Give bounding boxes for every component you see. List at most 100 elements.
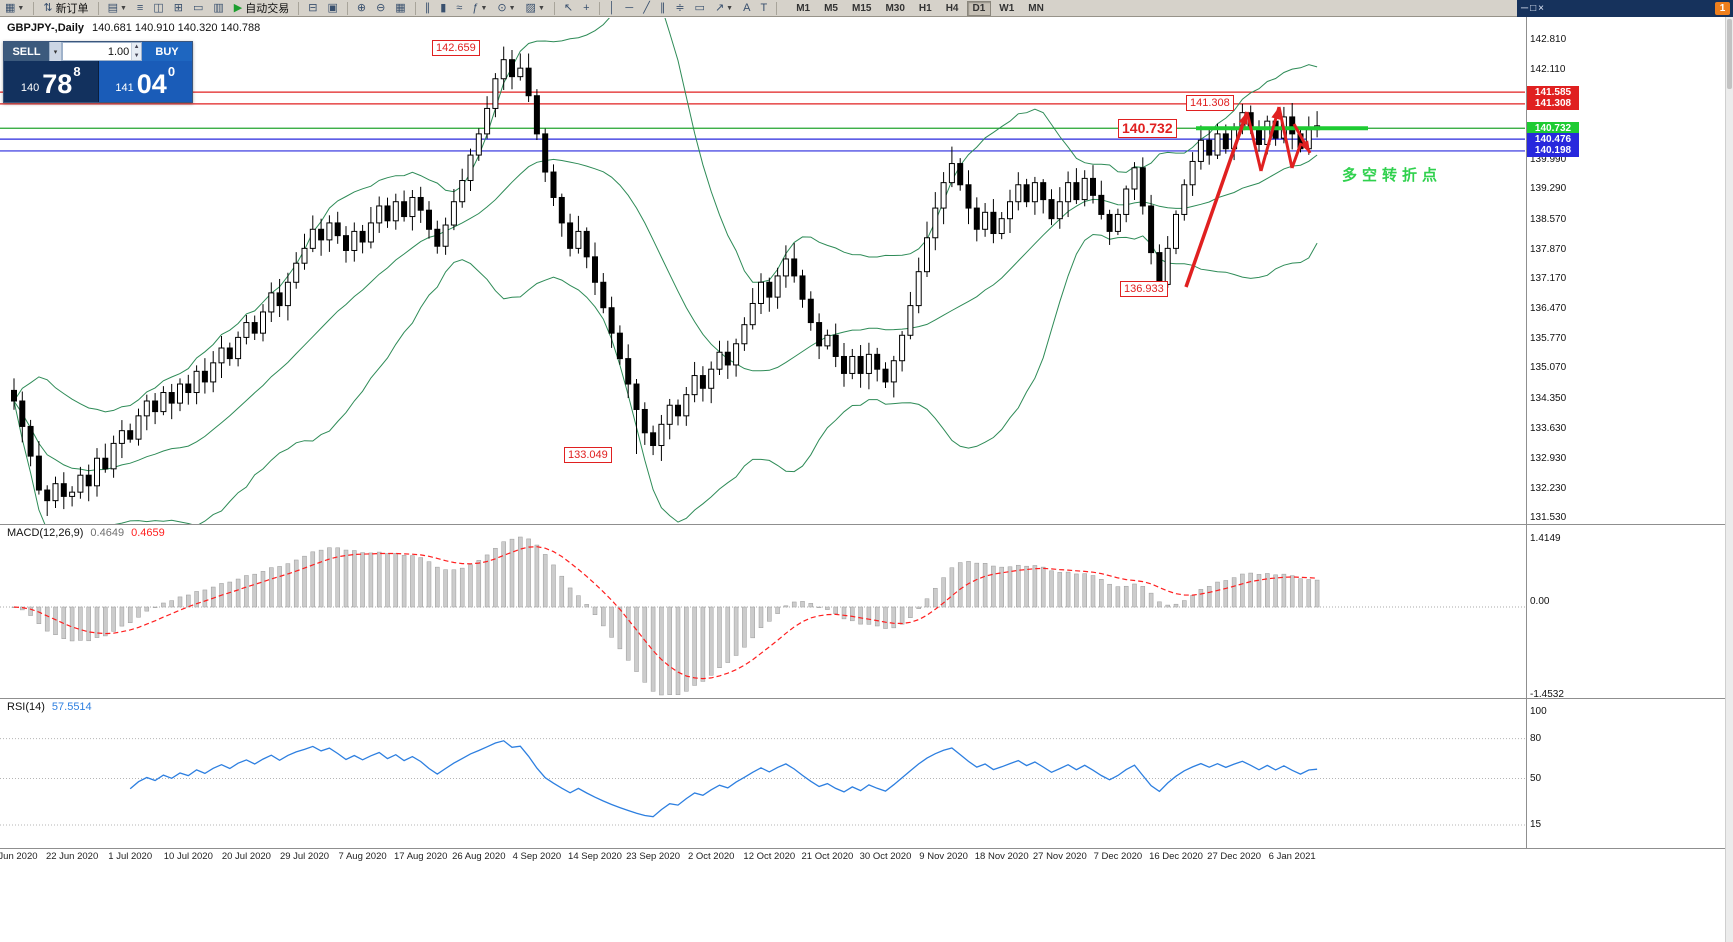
price-annotation[interactable]: 140.732 <box>1118 119 1177 138</box>
price-annotation[interactable]: 142.659 <box>432 40 480 56</box>
fibonacci-icon[interactable]: ≑ <box>671 1 688 16</box>
text-icon[interactable]: A <box>739 1 754 16</box>
terminal-icon: ▭ <box>192 1 204 14</box>
new-chart-icon: ▦ <box>5 1 16 14</box>
new-chart-icon[interactable]: ▦ ▼ <box>1 1 28 16</box>
candlestick-chart-icon[interactable]: ▮ <box>436 1 450 16</box>
price-tick: 137.170 <box>1530 273 1567 285</box>
volume-input[interactable] <box>63 43 132 60</box>
cascade-windows-icon[interactable]: ▣ <box>323 1 341 16</box>
shapes-icon[interactable]: ▭ <box>691 1 709 16</box>
price-level-tag[interactable]: 140.198 <box>1527 144 1579 158</box>
periods-icon[interactable]: ⊙ ▼ <box>493 1 519 16</box>
trendline-icon: ╱ <box>643 1 650 14</box>
date-tick: 27 Nov 2020 <box>1032 851 1087 862</box>
timeframe-h4[interactable]: H4 <box>945 2 959 14</box>
rsi-tick: 80 <box>1530 732 1542 744</box>
price-tick: 135.770 <box>1530 332 1567 344</box>
notification-badge[interactable]: 1 <box>1715 1 1730 15</box>
timeframe-m15[interactable]: M15 <box>852 2 872 14</box>
toolbar-separator <box>33 1 35 15</box>
vertical-line-icon[interactable]: │ <box>605 1 620 16</box>
symbol-label: GBPJPY-,Daily <box>7 22 85 34</box>
sell-button[interactable]: SELL <box>4 42 49 61</box>
rsi-value: 57.5514 <box>51 701 92 713</box>
date-tick: 2 Jun 2020 <box>0 851 38 862</box>
minimize-window-icon[interactable]: ─ <box>1521 2 1529 14</box>
timeframe-m30[interactable]: M30 <box>885 2 905 14</box>
macd-indicator-label: MACD(12,26,9) 0.4649 0.4659 <box>7 527 165 539</box>
bar-chart-icon[interactable]: ∥ <box>421 1 435 16</box>
date-tick: 16 Dec 2020 <box>1149 851 1203 862</box>
trendline-icon[interactable]: ╱ <box>639 1 654 16</box>
volume-up-icon[interactable]: ▲ <box>132 43 141 52</box>
horizontal-line-icon[interactable]: ─ <box>621 1 637 16</box>
dropdown-arrow-icon[interactable]: ▼ <box>537 4 545 12</box>
price-level-tag[interactable]: 141.585 <box>1527 85 1579 99</box>
timeframe-m5[interactable]: M5 <box>824 2 838 14</box>
price-level-tag[interactable]: 140.732 <box>1527 121 1579 135</box>
toolbar-separator <box>298 1 300 15</box>
bollinger-lower-band <box>13 233 1318 524</box>
dropdown-arrow-icon[interactable]: ▼ <box>508 4 516 12</box>
toolbar-separator <box>414 1 416 15</box>
rsi-tick: 50 <box>1530 772 1542 784</box>
dropdown-arrow-icon[interactable]: ▼ <box>17 4 25 12</box>
zoom-out-icon[interactable]: ⊖ <box>372 1 389 16</box>
volume-spinner[interactable]: ▲ ▼ <box>131 43 141 60</box>
scrollbar-thumb[interactable] <box>1727 19 1732 89</box>
date-tick: 23 Sep 2020 <box>626 851 681 862</box>
price-annotation[interactable]: 136.933 <box>1120 281 1168 297</box>
timeframe-w1[interactable]: W1 <box>999 2 1015 14</box>
dropdown-arrow-icon[interactable]: ▼ <box>119 4 127 12</box>
zoom-in-icon[interactable]: ⊕ <box>353 1 370 16</box>
price-level-tag[interactable]: 140.476 <box>1527 132 1579 146</box>
new-order-button[interactable]: ⇅ 新订单 <box>39 1 92 16</box>
profiles-icon[interactable]: ▤ ▼ <box>104 1 131 16</box>
line-chart-icon[interactable]: ≈ <box>452 1 466 16</box>
data-window-icon[interactable]: ◫ <box>149 1 167 16</box>
sell-price[interactable]: 140 78 8 <box>4 61 98 102</box>
timeframe-mn[interactable]: MN <box>1028 2 1044 14</box>
restore-window-icon[interactable]: □ <box>1530 2 1537 14</box>
buy-price-point: 0 <box>167 64 176 79</box>
strategy-tester-icon[interactable]: ▥ <box>209 1 227 16</box>
text-label-icon[interactable]: T <box>756 1 771 16</box>
timeframe-d1[interactable]: D1 <box>966 0 992 16</box>
templates-icon[interactable]: ▨ ▼ <box>522 1 549 16</box>
auto-trading-button[interactable]: ▶ 自动交易 <box>230 1 293 16</box>
arrows-icon[interactable]: ↗ ▼ <box>711 1 737 16</box>
dropdown-arrow-icon[interactable]: ▼ <box>726 4 734 12</box>
dropdown-arrow-icon[interactable]: ▼ <box>480 4 488 12</box>
terminal-icon[interactable]: ▭ <box>189 1 207 16</box>
tile-windows-icon[interactable]: ⊟ <box>304 1 321 16</box>
price-annotation[interactable]: 141.308 <box>1186 95 1234 111</box>
cursor-icon[interactable]: ↖ <box>560 1 577 16</box>
buy-button[interactable]: BUY <box>142 42 192 61</box>
date-tick: 22 Jun 2020 <box>45 851 99 862</box>
crosshair-icon[interactable]: + <box>579 1 593 16</box>
indicators-icon[interactable]: ƒ ▼ <box>468 1 491 16</box>
market-watch-icon[interactable]: ≡ <box>133 1 147 16</box>
timeframe-m1[interactable]: M1 <box>796 2 811 14</box>
timeframe-h1[interactable]: H1 <box>918 2 932 14</box>
turning-point-note[interactable]: 多空转折点 <box>1342 167 1443 184</box>
grid-icon[interactable]: ▦ <box>391 1 409 16</box>
price-annotation[interactable]: 133.049 <box>564 447 612 463</box>
date-tick: 21 Oct 2020 <box>801 851 854 862</box>
order-type-dropdown-icon[interactable]: ▾ <box>49 42 62 61</box>
toolbar-separator <box>97 1 99 15</box>
price-level-tag[interactable]: 141.308 <box>1527 97 1579 111</box>
volume-down-icon[interactable]: ▼ <box>132 51 141 60</box>
buy-price[interactable]: 141 04 0 <box>97 61 192 102</box>
price-tick: 133.630 <box>1530 423 1567 435</box>
macd-signal-line <box>13 546 1318 680</box>
text-icon: A <box>743 1 751 14</box>
close-window-icon[interactable]: × <box>1538 2 1544 14</box>
vertical-scrollbar[interactable] <box>1725 17 1733 942</box>
rsi-line <box>129 740 1318 818</box>
navigator-icon[interactable]: ⊞ <box>170 1 187 16</box>
date-tick: 20 Jul 2020 <box>221 851 271 862</box>
channel-icon[interactable]: ∥ <box>656 1 670 16</box>
